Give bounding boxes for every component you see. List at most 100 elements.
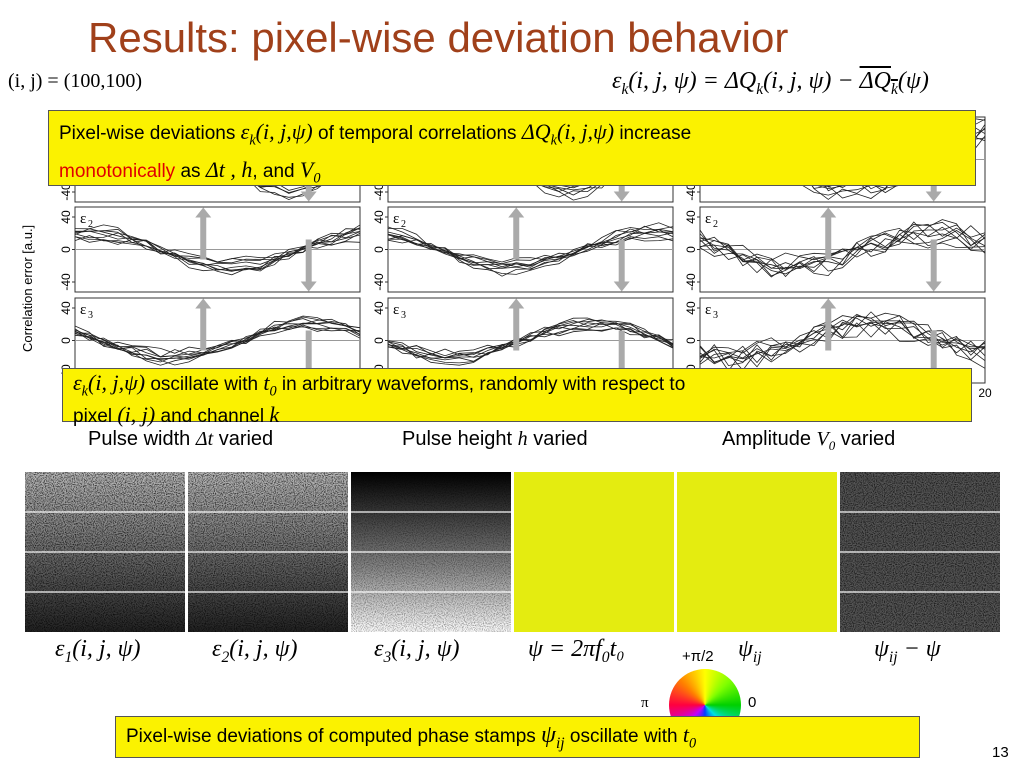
- mean: ΔQk: [859, 68, 898, 98]
- y-tick-label: 40: [684, 301, 698, 315]
- arrow-head: [300, 191, 317, 202]
- y-tick-label: -40: [372, 273, 386, 291]
- note-box: Pixel-wise deviations εk (i, j,ψ) of temp…: [48, 110, 976, 187]
- noise-image: [840, 472, 1000, 632]
- sub: 2: [221, 648, 230, 666]
- t: oscillate with: [150, 374, 259, 395]
- y-tick-label: 40: [59, 210, 73, 224]
- trace: [387, 327, 674, 356]
- t: of temporal correlations: [318, 123, 517, 144]
- panel-label-sub: 3: [401, 310, 406, 321]
- panel-label: ε: [80, 302, 86, 318]
- sym: ψ: [541, 722, 556, 748]
- caption: Pulse width Δt varied: [88, 428, 273, 451]
- arrow-head: [508, 298, 525, 309]
- trace: [387, 319, 674, 364]
- trace: [74, 227, 361, 271]
- t: , and: [252, 161, 295, 183]
- y-tick-label: 0: [372, 246, 386, 253]
- sym: ε: [73, 370, 82, 395]
- sub: 0: [601, 648, 610, 666]
- y-axis-label: Correlation error [a.u.]: [20, 224, 35, 352]
- m: t0: [263, 370, 276, 400]
- sub: 3: [383, 648, 392, 666]
- sub: 0: [313, 170, 321, 187]
- image-caption: ε2(i, j, ψ): [212, 636, 298, 667]
- sym: (i, j, ψ) = ΔQ: [628, 68, 757, 94]
- t: as: [180, 161, 201, 183]
- definition: εk(i, j, ψ) = ΔQk(i, j, ψ) − ΔQk(ψ): [612, 68, 929, 99]
- pixel-coord: (i, j) = (100,100): [8, 70, 143, 92]
- sym: (i, j,ψ): [88, 370, 146, 395]
- t: Pulse width: [88, 428, 191, 450]
- note-box: Pixel-wise deviations of computed phase …: [115, 716, 920, 758]
- sym: t₀: [609, 636, 625, 662]
- trace: [74, 228, 361, 272]
- trace: [699, 312, 986, 364]
- sym: (ψ): [897, 68, 929, 94]
- noise-image: [351, 472, 511, 632]
- sym: t: [263, 370, 270, 395]
- arrow-head: [925, 191, 942, 202]
- arrow-head: [300, 281, 317, 292]
- trace: [387, 322, 674, 359]
- sub: 0: [689, 735, 697, 752]
- image-caption: ψij − ψ: [874, 636, 941, 667]
- wheel-label: π: [641, 695, 649, 711]
- sub: k: [249, 132, 256, 149]
- sub: ij: [555, 734, 565, 752]
- t: Pixel-wise deviations of computed phase …: [126, 726, 536, 747]
- m: Δt: [195, 428, 214, 450]
- trace: [699, 219, 986, 277]
- t: Pixel-wise deviations: [59, 123, 236, 144]
- sym: ψ: [738, 636, 753, 662]
- panel-label-sub: 3: [713, 310, 718, 321]
- t: Pulse height: [402, 428, 513, 450]
- y-tick-label: -40: [684, 273, 698, 291]
- sym: − ψ: [897, 636, 941, 662]
- sym: ε: [374, 636, 384, 662]
- arrow-head: [820, 298, 837, 309]
- y-tick-label: 0: [684, 246, 698, 253]
- trace: [699, 221, 986, 277]
- trace: [74, 318, 361, 363]
- t: increase: [619, 123, 692, 144]
- title: Results: pixel-wise deviation behavior: [88, 14, 789, 61]
- trace: [74, 316, 361, 366]
- y-tick-label: 40: [372, 301, 386, 315]
- wheel-label: 0: [748, 694, 757, 711]
- sym: (i, j,ψ): [557, 119, 615, 144]
- trace: [699, 311, 986, 365]
- x-tick-label: 20: [978, 386, 992, 400]
- sym: (i, j, ψ) −: [763, 68, 860, 94]
- sym: ψ = 2πf: [528, 636, 602, 662]
- trace: [74, 231, 361, 266]
- y-tick-label: 0: [59, 246, 73, 253]
- noise-image: [25, 472, 185, 632]
- sym: ε: [240, 119, 250, 144]
- wheel-label: +π/2: [682, 648, 714, 665]
- t: in arbitrary waveforms, randomly with re…: [281, 374, 686, 395]
- sub: 0: [269, 383, 277, 400]
- panel-label: ε: [393, 211, 399, 227]
- t: varied: [218, 428, 274, 450]
- y-tick-label: 40: [372, 210, 386, 224]
- sub: 0: [828, 438, 836, 453]
- trace: [699, 224, 986, 278]
- trace: [387, 226, 674, 275]
- panel-label-sub: 2: [713, 219, 718, 230]
- trace: [387, 317, 674, 366]
- sym: ΔQ: [859, 68, 891, 94]
- phase-image: [677, 472, 837, 632]
- sub: ij: [888, 648, 898, 666]
- panel-label-sub: 3: [88, 310, 93, 321]
- sym: ΔQ: [521, 119, 551, 144]
- sym: ε: [612, 68, 622, 94]
- m: t0: [683, 722, 696, 751]
- note-box: εk(i, j,ψ) oscillate with t0 in arbitrar…: [62, 368, 972, 427]
- t: pixel: [73, 406, 113, 428]
- m: h: [517, 428, 528, 450]
- panel-label-sub: 2: [401, 219, 406, 230]
- phase-image: [514, 472, 674, 632]
